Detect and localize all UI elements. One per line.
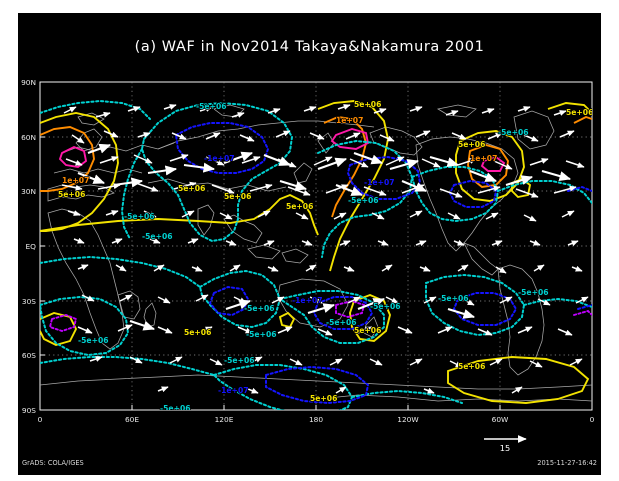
grid-lines	[40, 82, 592, 410]
ytick-30n: 30N	[21, 187, 36, 196]
xtick-0: 0	[38, 415, 43, 424]
vector-key: 15	[484, 435, 527, 453]
svg-text:1e+07: 1e+07	[62, 176, 89, 185]
svg-text:-5e+06: -5e+06	[370, 302, 401, 311]
xtick-60w: 60W	[492, 415, 509, 424]
svg-text:-5e+06: -5e+06	[224, 356, 255, 365]
contour-5e06-negative	[40, 99, 592, 410]
contour-5e06-positive	[40, 100, 592, 404]
svg-text:-1e+07: -1e+07	[364, 178, 395, 187]
ytick-60s: 60S	[22, 351, 36, 360]
ytick-90n: 90N	[21, 78, 36, 87]
y-axis-labels: 90N 60N 30N EQ 30S 60S 90S	[21, 78, 36, 415]
contour-15e06-positive	[58, 128, 506, 172]
svg-text:-5e+06: -5e+06	[124, 212, 155, 221]
axis-ticks	[40, 136, 501, 410]
svg-text:-5e+06: -5e+06	[326, 318, 357, 327]
svg-text:1e+07: 1e+07	[470, 154, 497, 163]
ytick-30s: 30S	[22, 297, 36, 306]
svg-text:-5e+06: -5e+06	[160, 404, 191, 413]
grads-watermark: GrADS: COLA/IGES	[22, 459, 84, 467]
svg-text:-5e+06: -5e+06	[518, 288, 549, 297]
timestamp: 2015-11-27-16:42	[537, 459, 597, 467]
xtick-120w: 120W	[397, 415, 419, 424]
waf-vector-strong	[77, 143, 572, 331]
ytick-90s: 90S	[22, 406, 36, 415]
xtick-180: 180	[309, 415, 323, 424]
xtick-360: 0	[590, 415, 595, 424]
svg-text:5e+06: 5e+06	[354, 100, 381, 109]
svg-text:-5e+06: -5e+06	[438, 294, 469, 303]
reference-vector-label: 15	[500, 443, 510, 453]
svg-text:5e+06: 5e+06	[184, 328, 211, 337]
svg-text:-5e+06: -5e+06	[246, 330, 277, 339]
xtick-60e: 60E	[125, 415, 139, 424]
x-axis-labels: 0 60E 120E 180 120W 60W 0	[38, 415, 595, 424]
svg-text:-1e+07: -1e+07	[292, 296, 323, 305]
svg-text:5e+06: 5e+06	[58, 190, 85, 199]
svg-text:5e+06: 5e+06	[310, 394, 337, 403]
svg-text:5e+06: 5e+06	[458, 140, 485, 149]
xtick-120e: 120E	[215, 415, 234, 424]
contour-1e07-negative	[174, 122, 592, 405]
svg-text:5e+06: 5e+06	[566, 108, 593, 117]
waf-vector-field	[61, 104, 589, 394]
svg-text:-5e+06: -5e+06	[498, 128, 529, 137]
svg-text:-1e+07: -1e+07	[204, 154, 235, 163]
svg-text:-5e+06: -5e+06	[196, 102, 227, 111]
svg-text:1e+07: 1e+07	[336, 116, 363, 125]
svg-text:5e+06: 5e+06	[224, 192, 251, 201]
svg-text:-5e+06: -5e+06	[244, 304, 275, 313]
page-title: (a) WAF in Nov2014 Takaya&Nakamura 2001	[134, 39, 485, 55]
ytick-60n: 60N	[21, 133, 36, 142]
svg-text:5e+06: 5e+06	[458, 362, 485, 371]
contour-labels: 1e+07 5e+06 -5e+06 -1e+07 -5e+06 5e+06 1…	[57, 99, 593, 413]
plot-canvas: (a) WAF in Nov2014 Takaya&Nakamura 2001	[18, 13, 601, 475]
svg-text:-5e+06: -5e+06	[142, 232, 173, 241]
contour-map: 1e+07 5e+06 -5e+06 -1e+07 -5e+06 5e+06 1…	[21, 78, 597, 467]
svg-text:5e+06: 5e+06	[178, 184, 205, 193]
svg-text:-1e+07: -1e+07	[218, 386, 249, 395]
ytick-eq: EQ	[26, 242, 37, 251]
svg-text:-5e+06: -5e+06	[78, 336, 109, 345]
svg-text:5e+06: 5e+06	[286, 202, 313, 211]
svg-text:5e+06: 5e+06	[354, 326, 381, 335]
svg-text:-5e+06: -5e+06	[348, 196, 379, 205]
